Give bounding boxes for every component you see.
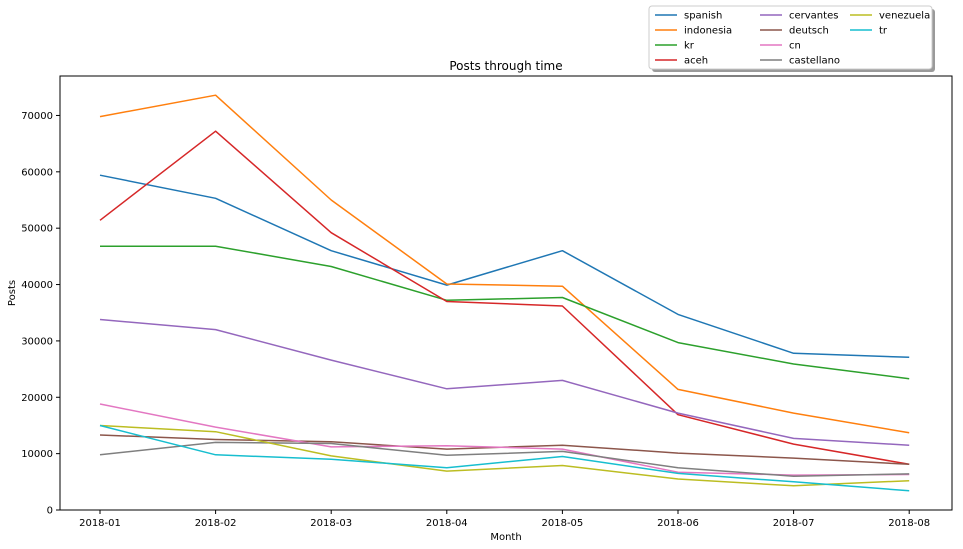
series-line-castellano <box>99 441 910 477</box>
legend: spanish indonesia kr aceh cervantes deutsch cn… <box>648 5 935 72</box>
series-line-tr <box>99 424 910 492</box>
legend-label-deutsch: deutsch <box>789 26 829 37</box>
legend-box <box>648 5 933 70</box>
legend-label-indonesia: indonesia <box>684 26 732 37</box>
y-tick-label: 10000 <box>21 449 53 460</box>
legend-label-cervantes: cervantes <box>789 11 838 22</box>
legend-label-spanish: spanish <box>684 11 722 22</box>
y-tick-label: 50000 <box>21 224 53 235</box>
legend-label-kr: kr <box>684 41 695 52</box>
y-tick-label: 0 <box>47 506 53 517</box>
plot-lines <box>99 94 910 492</box>
y-tick-label: 20000 <box>21 393 53 404</box>
legend-label-cn: cn <box>789 41 801 52</box>
series-line-indonesia <box>99 94 910 434</box>
y-axis-label: Posts <box>7 280 18 306</box>
legend-label-castellano: castellano <box>789 56 840 67</box>
x-tick-label: 2018-04 <box>426 518 468 529</box>
y-tick-label: 40000 <box>21 280 53 291</box>
legend-label-aceh: aceh <box>684 56 708 67</box>
series-line-venezuela <box>99 424 910 487</box>
x-tick-label: 2018-02 <box>195 518 237 529</box>
series-line-aceh <box>99 130 910 466</box>
x-axis-label: Month <box>490 532 521 543</box>
y-tick-label: 60000 <box>21 167 53 178</box>
chart-title: Posts through time <box>449 59 562 73</box>
plot-frame <box>59 75 953 511</box>
x-tick-label: 2018-07 <box>773 518 815 529</box>
x-axis: 2018-01 2018-02 2018-03 2018-04 2018-05 2018-… <box>79 510 930 529</box>
x-tick-label: 2018-05 <box>542 518 584 529</box>
x-tick-label: 2018-08 <box>888 518 930 529</box>
legend-label-tr: tr <box>879 26 888 37</box>
legend-label-venezuela: venezuela <box>879 11 930 22</box>
series-line-deutsch <box>99 434 910 466</box>
series-line-cervantes <box>99 318 910 446</box>
y-axis: 0 10000 20000 30000 40000 50000 60000 70000 <box>21 111 60 517</box>
x-tick-label: 2018-01 <box>79 518 121 529</box>
y-tick-label: 30000 <box>21 336 53 347</box>
x-tick-label: 2018-03 <box>310 518 352 529</box>
series-line-kr <box>100 245 910 380</box>
y-tick-label: 70000 <box>21 111 53 122</box>
x-tick-label: 2018-06 <box>657 518 699 529</box>
series-line-spanish <box>99 174 910 359</box>
